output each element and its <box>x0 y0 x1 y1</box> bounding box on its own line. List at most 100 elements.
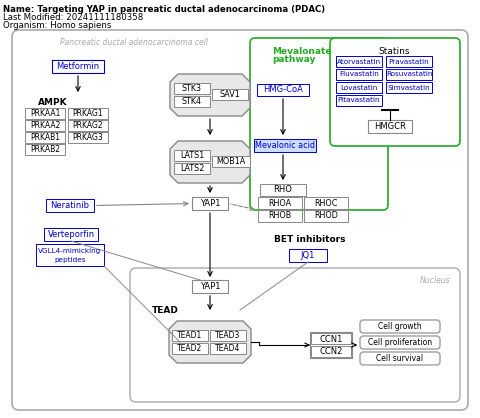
Text: LATS2: LATS2 <box>180 164 204 173</box>
Text: PRKAA2: PRKAA2 <box>30 121 60 130</box>
Text: RHO: RHO <box>274 186 292 194</box>
Text: Cell proliferation: Cell proliferation <box>368 338 432 347</box>
Text: PRKAB1: PRKAB1 <box>30 133 60 142</box>
Text: Cell growth: Cell growth <box>378 322 422 331</box>
Text: TEAD4: TEAD4 <box>216 344 240 353</box>
Text: AMPK: AMPK <box>38 98 68 107</box>
Text: HMGCR: HMGCR <box>374 122 406 131</box>
Bar <box>258 197 302 209</box>
Text: PRKAG1: PRKAG1 <box>72 109 103 118</box>
Text: TEAD3: TEAD3 <box>216 331 240 340</box>
FancyBboxPatch shape <box>360 336 440 349</box>
Text: Fluvastatin: Fluvastatin <box>339 71 379 77</box>
FancyBboxPatch shape <box>130 268 460 402</box>
Polygon shape <box>170 141 250 183</box>
Text: TEAD: TEAD <box>152 306 179 315</box>
Text: TEAD2: TEAD2 <box>178 344 203 353</box>
Text: YAP1: YAP1 <box>200 282 220 291</box>
Bar <box>336 69 382 80</box>
Text: CCN1: CCN1 <box>319 334 343 344</box>
Text: PRKAG2: PRKAG2 <box>72 121 103 130</box>
Bar <box>25 108 65 119</box>
Text: TEAD1: TEAD1 <box>178 331 203 340</box>
Bar <box>212 156 250 167</box>
Text: Lovastatin: Lovastatin <box>340 84 378 91</box>
Bar <box>68 132 108 143</box>
Text: PRKAG3: PRKAG3 <box>72 133 103 142</box>
Bar <box>336 82 382 93</box>
Text: Mevalonate: Mevalonate <box>272 47 332 56</box>
Bar <box>289 249 327 262</box>
Text: peptides: peptides <box>54 257 86 263</box>
Bar <box>336 95 382 106</box>
Text: Neratinib: Neratinib <box>50 201 89 210</box>
FancyBboxPatch shape <box>360 352 440 365</box>
Bar <box>386 56 432 67</box>
Text: VGLL4-mimicking: VGLL4-mimicking <box>38 248 102 254</box>
Bar <box>336 56 382 67</box>
Bar <box>311 333 351 344</box>
Bar <box>44 228 98 241</box>
Text: PRKAA1: PRKAA1 <box>30 109 60 118</box>
Text: Statins: Statins <box>378 47 410 56</box>
FancyBboxPatch shape <box>360 320 440 333</box>
Text: Verteporfin: Verteporfin <box>48 230 95 239</box>
Bar <box>25 132 65 143</box>
Bar <box>68 120 108 131</box>
Bar <box>174 163 210 174</box>
Bar <box>304 197 348 209</box>
Text: Name: Targeting YAP in pancreatic ductal adenocarcinoma (PDAC): Name: Targeting YAP in pancreatic ductal… <box>3 5 325 14</box>
Text: BET inhibitors: BET inhibitors <box>274 235 346 245</box>
Polygon shape <box>169 321 251 363</box>
Text: Organism: Homo sapiens: Organism: Homo sapiens <box>3 21 111 30</box>
Bar <box>386 82 432 93</box>
Text: Cell survival: Cell survival <box>376 354 423 363</box>
FancyBboxPatch shape <box>12 30 468 410</box>
Bar <box>210 330 246 341</box>
Bar <box>258 210 302 222</box>
Text: Last Modified: 20241111180358: Last Modified: 20241111180358 <box>3 13 143 22</box>
Text: Metformin: Metformin <box>57 62 99 71</box>
Text: RHOD: RHOD <box>314 212 338 221</box>
Text: SAV1: SAV1 <box>220 90 240 99</box>
Text: Simvastatin: Simvastatin <box>388 84 430 91</box>
Bar <box>68 108 108 119</box>
Bar <box>212 89 248 100</box>
Text: LATS1: LATS1 <box>180 151 204 160</box>
Text: PRKAB2: PRKAB2 <box>30 145 60 154</box>
Bar <box>192 197 228 210</box>
Text: YAP1: YAP1 <box>200 199 220 208</box>
Text: STK3: STK3 <box>182 84 202 93</box>
Bar <box>260 184 306 196</box>
Text: STK4: STK4 <box>182 97 202 106</box>
Text: RHOC: RHOC <box>314 199 338 207</box>
Bar <box>174 83 210 94</box>
Text: Pancreatic ductal adenocarcinoma cell: Pancreatic ductal adenocarcinoma cell <box>60 38 208 47</box>
Text: JQ1: JQ1 <box>301 251 315 260</box>
Polygon shape <box>170 74 250 116</box>
Text: Atorvastatin: Atorvastatin <box>337 59 381 64</box>
Text: Nucleus: Nucleus <box>420 276 450 285</box>
Text: CCN2: CCN2 <box>319 347 343 357</box>
Text: pathway: pathway <box>272 55 315 64</box>
Bar <box>36 244 104 266</box>
Text: Pitavastatin: Pitavastatin <box>338 97 380 104</box>
Bar <box>368 120 412 133</box>
Text: Mevalonic acid: Mevalonic acid <box>255 141 315 150</box>
Bar <box>172 330 208 341</box>
FancyBboxPatch shape <box>330 38 460 146</box>
Bar <box>174 96 210 107</box>
Text: Rosuvastatin: Rosuvastatin <box>386 71 432 77</box>
Text: Pravastatin: Pravastatin <box>389 59 429 64</box>
Bar <box>210 343 246 354</box>
Bar <box>25 144 65 155</box>
Bar <box>304 210 348 222</box>
Bar <box>174 150 210 161</box>
Text: HMG-CoA: HMG-CoA <box>263 86 303 94</box>
Text: MOB1A: MOB1A <box>216 157 246 166</box>
Bar <box>257 84 309 96</box>
Bar <box>310 332 352 358</box>
Bar <box>25 120 65 131</box>
Bar <box>254 139 316 152</box>
FancyBboxPatch shape <box>250 38 388 210</box>
